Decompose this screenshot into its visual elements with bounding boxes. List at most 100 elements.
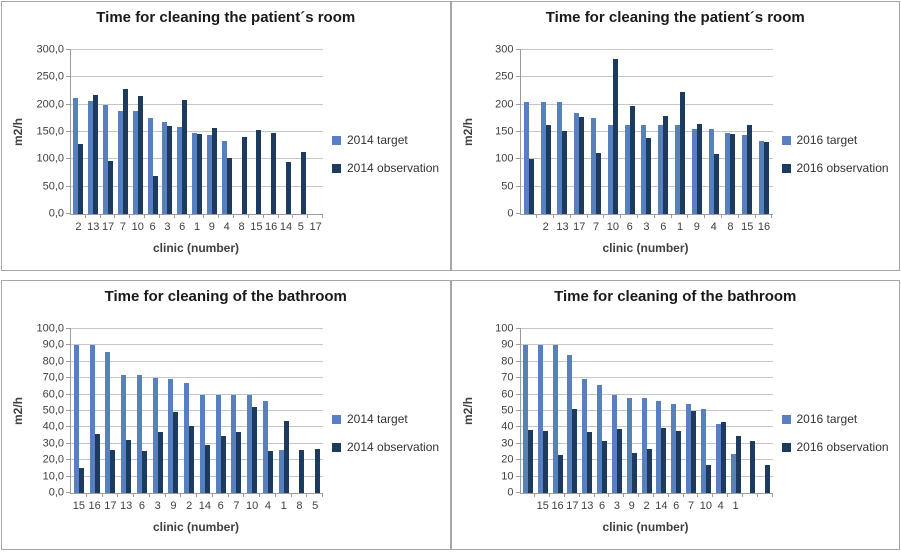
category-group: [705, 50, 722, 214]
x-tick: [739, 214, 756, 218]
bar-target: [725, 132, 731, 214]
bar-target: [121, 374, 127, 493]
category-group: [71, 50, 86, 214]
y-tick: [515, 158, 521, 160]
chart-panel-bathroom-2014: Time for cleaning of the bathroom m2/h 0…: [1, 280, 451, 550]
bar-observation: [579, 116, 585, 214]
y-tick: [515, 459, 521, 461]
plot-area: 0,0 50,0 100,0 150,0 200,0 250,0 300,0 2 13 17 7 10…: [36, 44, 324, 233]
category-group: [213, 329, 229, 493]
legend-label: 2014 observation: [347, 161, 440, 175]
x-tick-label: 17: [104, 500, 117, 512]
bar-target: [607, 125, 613, 214]
plot-area: 0 10 20 30 40 50 60 70 80 90 100 15 16 17 13 6 3 9 2 14 6 7 10…: [495, 323, 773, 512]
x-tick-label: 8: [296, 500, 303, 512]
bar-target: [117, 111, 123, 214]
legend-label: 2016 observation: [796, 161, 889, 175]
category-group: [688, 50, 705, 214]
bar-observation: [629, 106, 635, 214]
y-tick: [66, 426, 71, 428]
x-tick-label: 16: [757, 221, 771, 233]
y-tick-label: 80,0: [42, 355, 64, 368]
bar-observation: [562, 131, 568, 214]
x-axis-title: clinic (number): [152, 520, 239, 534]
category-group: [639, 329, 654, 493]
x-tick: [698, 493, 714, 497]
x-tick-label: 6: [673, 500, 680, 512]
y-tick-label: 200,0: [36, 98, 64, 111]
y-tick: [515, 213, 521, 214]
bar-observation: [661, 428, 667, 493]
bar-observation: [646, 138, 652, 214]
category-group: [229, 329, 245, 493]
gridline: [520, 76, 773, 78]
legend: 2016 target 2016 observation: [781, 72, 898, 236]
gridline: [71, 475, 323, 477]
category-group: [115, 50, 130, 214]
category-group: [728, 329, 743, 493]
x-tick-label: 1: [280, 500, 287, 512]
bar-observation: [691, 411, 697, 493]
y-tick: [515, 475, 521, 477]
x-tick-label: 14: [198, 500, 211, 512]
x-tick-label: 13: [556, 221, 569, 233]
bar-target: [147, 118, 153, 214]
y-tick-label: 20: [501, 453, 514, 466]
gridline: [520, 103, 773, 105]
bar-observation: [299, 450, 305, 493]
x-tick: [234, 214, 249, 218]
category-group: [758, 329, 773, 493]
bar-target: [626, 397, 632, 493]
category-group: [166, 329, 182, 493]
x-tick: [609, 493, 625, 497]
y-tick-label: 60,0: [42, 388, 64, 401]
x-tick: [639, 493, 654, 497]
gridline: [71, 442, 323, 444]
bars-layer: [71, 329, 323, 493]
category-group: [101, 50, 116, 214]
x-tick-label: 15: [72, 500, 85, 512]
y-tick-label: 90,0: [42, 338, 64, 351]
bar-observation: [663, 116, 669, 214]
legend: 2016 target 2016 observation: [781, 351, 898, 515]
x-tick-label: 9: [170, 500, 177, 512]
x-ticks: [71, 214, 324, 218]
bars-layer: [521, 329, 773, 493]
x-tick: [521, 493, 536, 497]
category-group: [134, 329, 150, 493]
legend-label: 2014 target: [347, 412, 408, 426]
y-tick-label: 40,0: [42, 420, 64, 433]
bar-observation: [764, 141, 770, 214]
x-tick: [580, 493, 595, 497]
bar-observation: [527, 429, 533, 493]
category-group: [264, 50, 279, 214]
bar-target: [537, 345, 543, 493]
legend-item: 2016 observation: [781, 440, 898, 454]
category-group: [609, 329, 624, 493]
bar-observation: [720, 421, 726, 493]
y-tick: [66, 410, 71, 411]
bar-observation: [286, 162, 291, 214]
y-tick-label: 50: [501, 180, 514, 193]
x-tick-label: 8: [727, 221, 734, 233]
y-tick: [66, 131, 71, 132]
x-tick-label: 7: [593, 221, 600, 233]
x-tick-label: 17: [309, 221, 322, 233]
gridline: [71, 49, 323, 50]
bar-observation: [696, 124, 702, 214]
bar-target: [136, 374, 142, 493]
y-tick: [66, 328, 71, 329]
y-tick-label: 300,0: [36, 43, 64, 56]
x-tick-label: 16: [88, 500, 101, 512]
y-tick-label: 70: [501, 371, 514, 384]
x-tick: [728, 493, 743, 497]
y-tick-label: 100: [495, 152, 514, 165]
bar-observation: [602, 440, 608, 493]
bar-observation: [676, 430, 682, 493]
bar-observation: [300, 152, 306, 214]
bar-observation: [267, 451, 273, 493]
category-group: [565, 329, 580, 493]
y-axis-title: m2/h: [11, 118, 25, 147]
y-tick: [515, 76, 521, 78]
legend-item: 2016 observation: [781, 161, 898, 175]
